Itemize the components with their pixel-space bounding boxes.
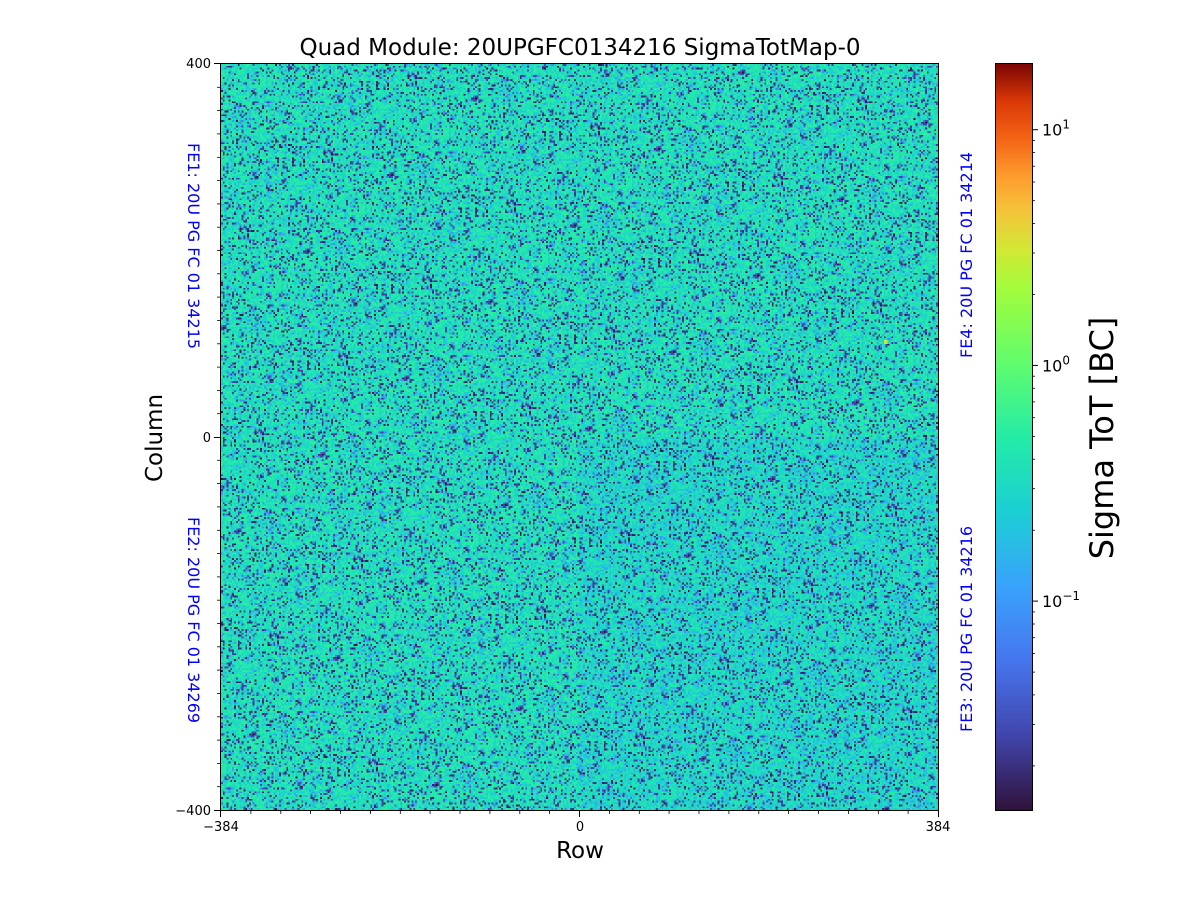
y-tick-label-min: −400 xyxy=(175,804,211,819)
y-axis-label: Column xyxy=(142,394,168,482)
colorbar-tick-labels: 101 100 10−1 xyxy=(1042,118,1080,611)
x-tick-label-zero: 0 xyxy=(576,820,584,835)
major-ticks xyxy=(214,63,939,817)
sigma-tot-heatmap xyxy=(221,64,938,810)
x-tick-label-max: 384 xyxy=(926,820,951,835)
y-tick-label-max: 400 xyxy=(186,57,211,72)
x-axis-label: Row xyxy=(556,838,604,864)
colorbar-ticks xyxy=(1032,129,1038,767)
fe4-label: FE4: 20U PG FC 01 34214 xyxy=(957,152,976,358)
minor-ticks xyxy=(217,86,909,814)
colorbar-tick-label: 10−1 xyxy=(1042,589,1080,611)
fe2-label: FE2: 20U PG FC 01 34269 xyxy=(184,517,203,723)
fe1-label: FE1: 20U PG FC 01 34215 xyxy=(184,143,203,349)
colorbar-tick-label: 100 xyxy=(1042,353,1070,375)
colorbar-tick-label: 101 xyxy=(1042,118,1070,140)
heatmap-frame xyxy=(220,63,939,811)
x-tick-label-min: −384 xyxy=(203,820,239,835)
y-tick-label-zero: 0 xyxy=(203,431,211,446)
colorbar-label: Sigma ToT [BC] xyxy=(1083,317,1121,560)
chart-title: Quad Module: 20UPGFC0134216 SigmaTotMap-… xyxy=(300,35,861,61)
colorbar xyxy=(995,63,1033,811)
fe3-label: FE3: 20U PG FC 01 34216 xyxy=(957,526,976,732)
